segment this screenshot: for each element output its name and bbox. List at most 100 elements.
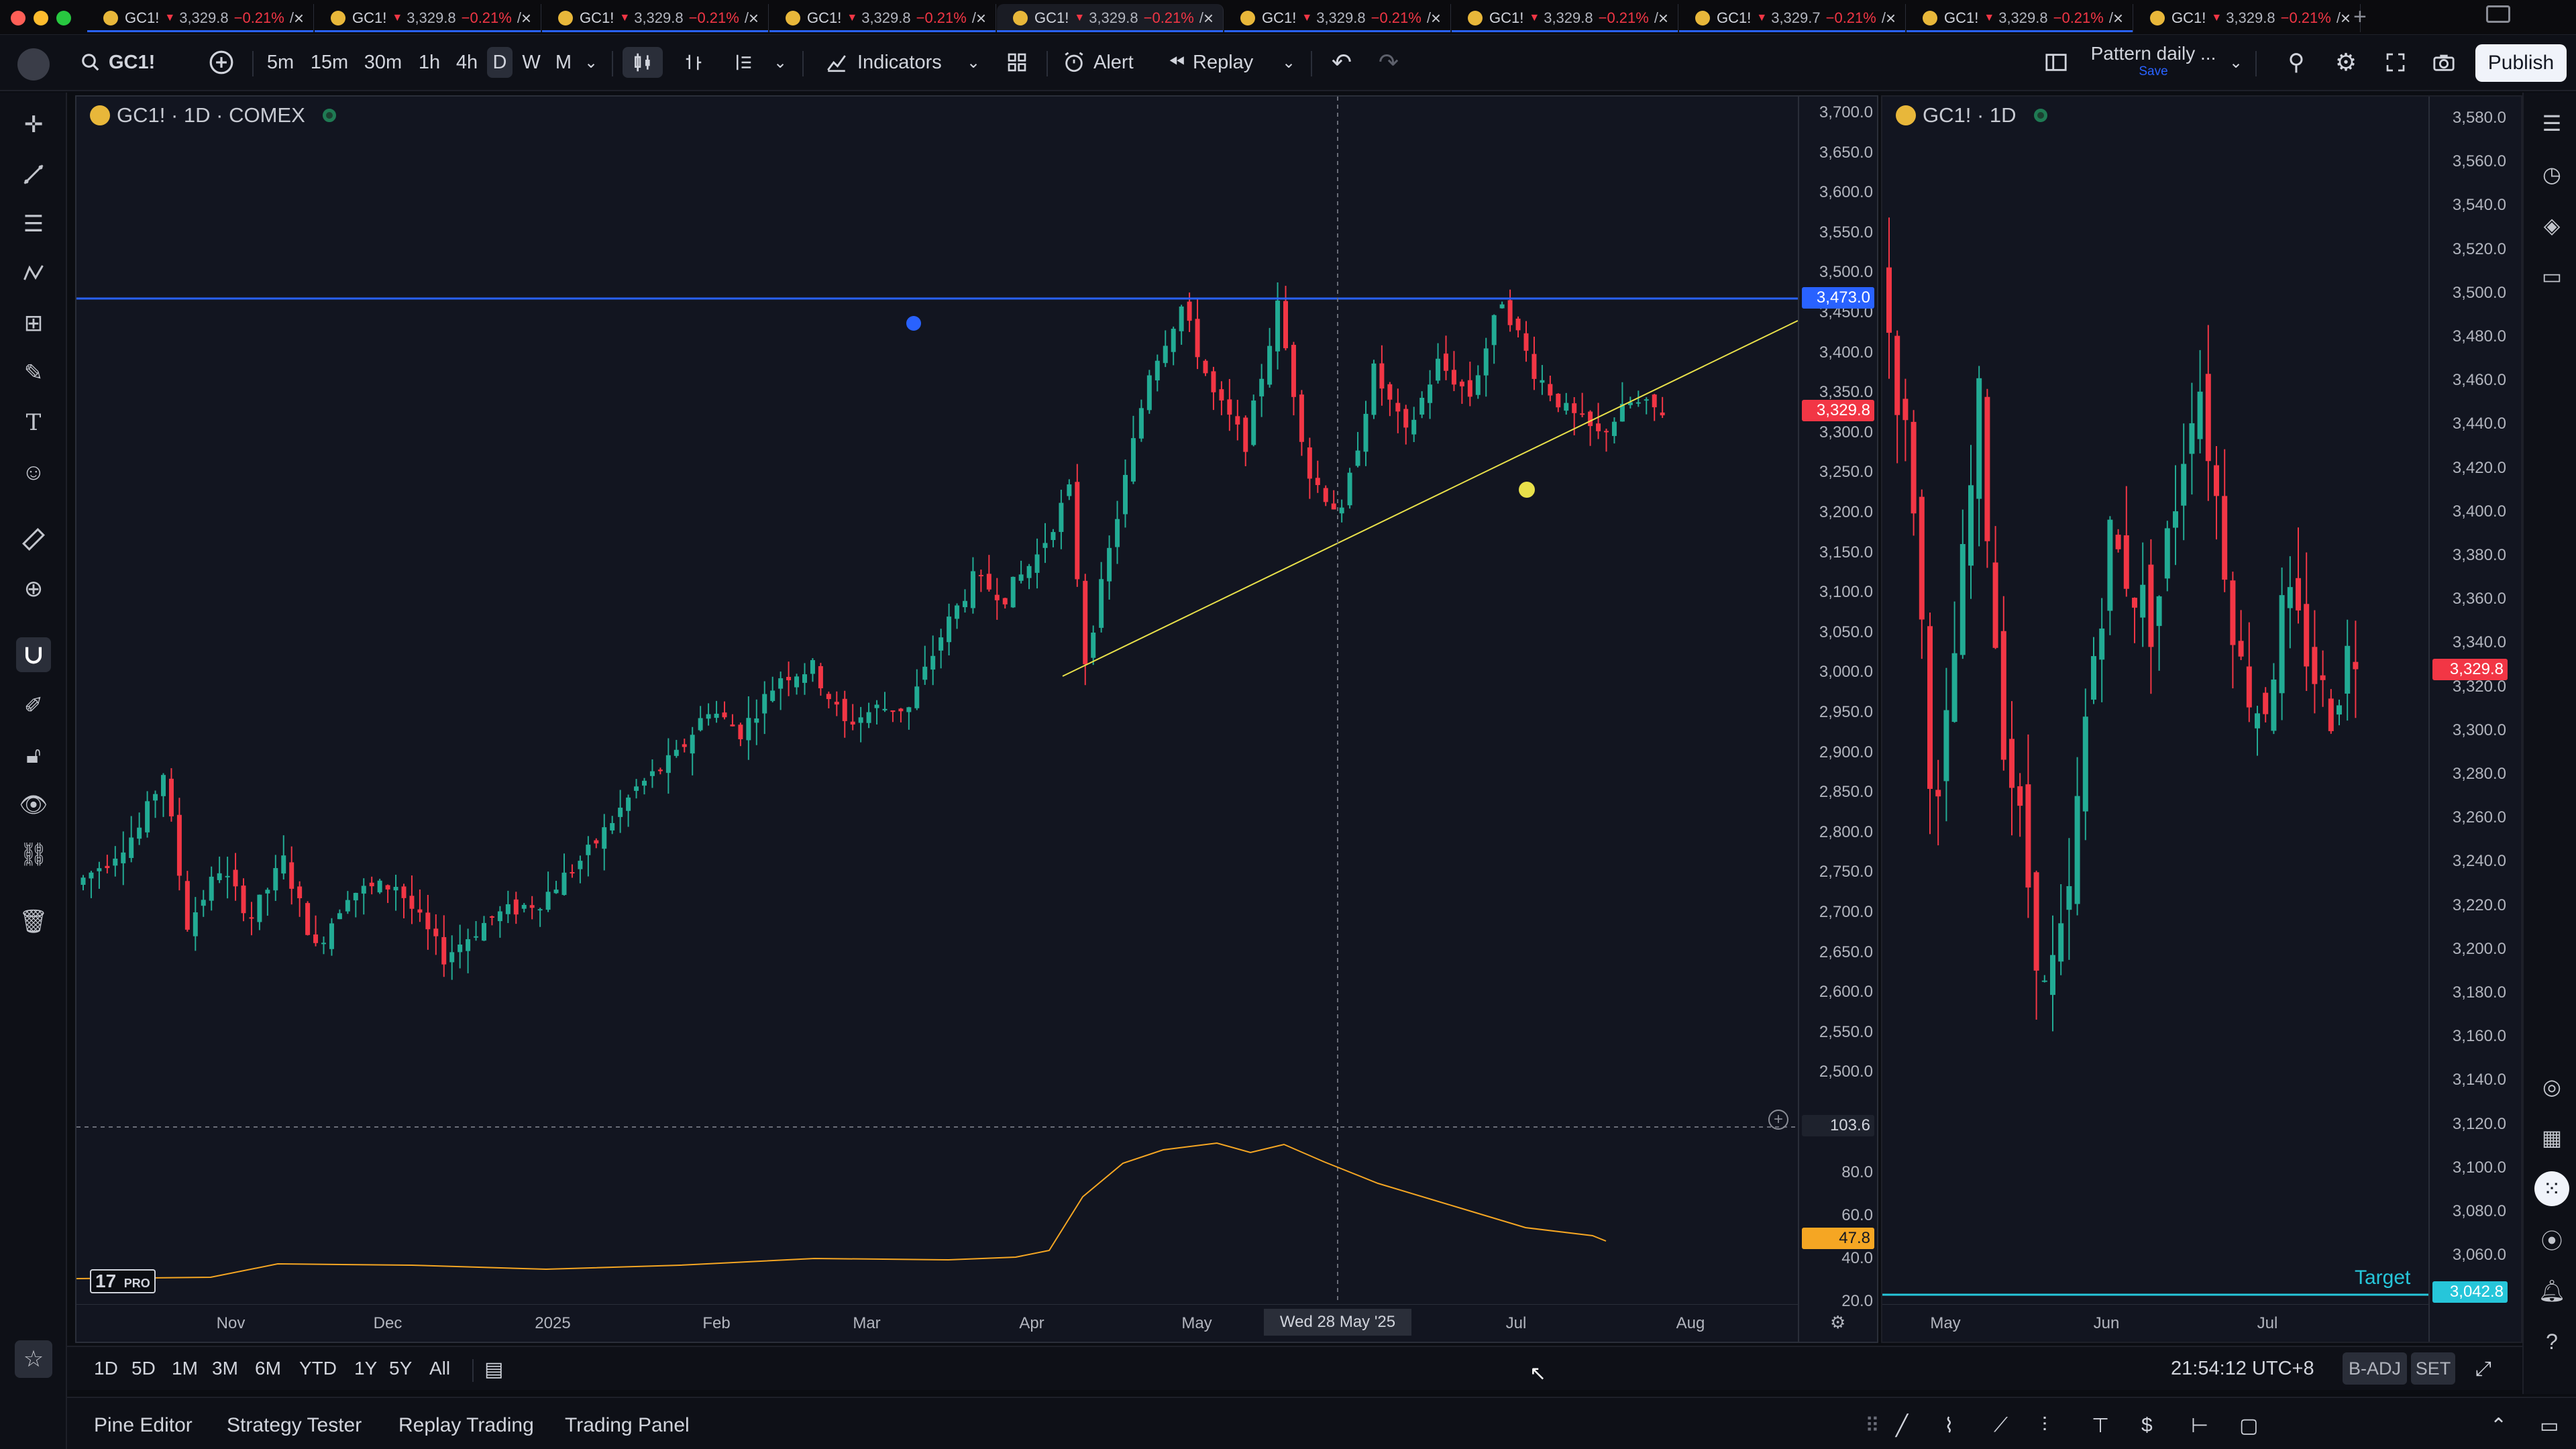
close-tab-icon[interactable]: × xyxy=(2112,8,2123,28)
crosshair-icon[interactable]: ✛ xyxy=(23,112,44,138)
pattern-icon[interactable] xyxy=(16,256,51,291)
interval-1m[interactable]: M xyxy=(555,51,572,73)
layout-chevron-icon[interactable]: ⌄ xyxy=(2229,53,2243,72)
minimize-window-button[interactable] xyxy=(34,11,48,25)
range-1m[interactable]: 1M xyxy=(172,1358,198,1379)
link-icon[interactable]: ⛓︎ xyxy=(19,842,48,867)
notifications-bell-icon[interactable]: 🔔︎ xyxy=(2538,1279,2566,1303)
maximize-panel-icon[interactable]: ▭ xyxy=(2540,1415,2559,1437)
replay-chevron-icon[interactable]: ⌄ xyxy=(1281,53,1296,72)
browser-tab[interactable]: GC1! ▼ 3,329.7 −0.21% / × xyxy=(1679,4,1906,32)
tab-trading-panel[interactable]: Trading Panel xyxy=(565,1414,690,1436)
expand-icon[interactable]: ⤢ xyxy=(2475,1358,2491,1380)
apps-grid-icon[interactable]: ⁙ xyxy=(2534,1171,2569,1206)
main-time-axis[interactable]: Nov Dec 2025 Feb Mar Apr May Wed 28 May '25 Jul A… xyxy=(76,1304,1798,1342)
secondary-chart-pane[interactable]: GC1! · 1D 3,580.0 3,560.0 3,540.0 3,520.0 3,… xyxy=(1881,95,2522,1343)
price-label-tool-icon[interactable]: $ xyxy=(2141,1414,2153,1436)
close-window-button[interactable] xyxy=(11,11,25,25)
ruler-icon[interactable] xyxy=(16,522,51,557)
chevron-up-icon[interactable]: ⌃ xyxy=(2490,1415,2508,1437)
main-price-axis[interactable]: 3,700.0 3,650.0 3,600.0 3,550.0 3,500.0 3,450… xyxy=(1798,97,1877,1342)
snapshot-button[interactable] xyxy=(2427,47,2461,78)
range-1y[interactable]: 1Y xyxy=(354,1358,378,1379)
lock-icon[interactable]: 🔓︎ xyxy=(25,742,42,768)
close-tab-icon[interactable]: × xyxy=(1203,8,1214,28)
trash-icon[interactable]: 🗑︎ xyxy=(19,909,48,934)
interval-1d[interactable]: D xyxy=(487,47,513,78)
note-tool-icon[interactable]: ⊤ xyxy=(2092,1415,2110,1437)
fullscreen-button[interactable] xyxy=(2379,47,2412,78)
publish-button[interactable]: Publish xyxy=(2475,44,2567,82)
candles-chart-type-button[interactable] xyxy=(623,47,663,78)
go-to-date-calendar-icon[interactable]: ▤ xyxy=(484,1358,504,1381)
chart-type-chevron-icon[interactable]: ⌄ xyxy=(773,53,788,72)
range-3m[interactable]: 3M xyxy=(212,1358,238,1379)
symbol-search-button[interactable]: GC1! xyxy=(80,47,161,78)
replay-button[interactable]: ⏪︎ Replay xyxy=(1169,47,1263,78)
help-icon[interactable]: ? xyxy=(2546,1329,2558,1354)
close-tab-icon[interactable]: × xyxy=(1430,8,1441,28)
brush-icon[interactable]: ✎ xyxy=(23,360,44,386)
new-tab-icon[interactable]: + xyxy=(2353,4,2367,30)
prediction-tools-icon[interactable]: ⊞ xyxy=(23,311,44,336)
close-tab-icon[interactable]: × xyxy=(1658,8,1668,28)
target-icon[interactable]: ◎ xyxy=(2542,1075,2561,1099)
back-adjust-toggle[interactable]: B-ADJ xyxy=(2343,1352,2407,1385)
gear-icon[interactable]: ⚙ xyxy=(2334,48,2357,76)
object-tree-layers-icon[interactable]: ◈ xyxy=(2543,213,2561,237)
browser-tab[interactable]: GC1! ▼ 3,329.8 −0.21% / × xyxy=(1224,4,1451,32)
browser-tab[interactable]: GC1! ▼ 3,329.8 −0.21% / × xyxy=(542,4,769,32)
watchlist-icon[interactable]: ☰ xyxy=(2542,111,2562,136)
layout-templates-button[interactable] xyxy=(1000,47,1034,78)
browser-tab[interactable]: GC1! ▼ 3,329.8 −0.21% / × xyxy=(997,4,1224,32)
interval-4h[interactable]: 4h xyxy=(455,51,478,73)
close-tab-icon[interactable]: × xyxy=(1885,8,1896,28)
redo-icon[interactable]: ↷ xyxy=(1378,48,1399,76)
range-all[interactable]: All xyxy=(429,1358,451,1379)
magnet-icon[interactable] xyxy=(16,637,51,672)
path-tool-icon[interactable]: ⌇ xyxy=(1944,1415,1954,1437)
browser-tab[interactable]: GC1! ▼ 3,329.8 −0.21% / × xyxy=(87,4,314,32)
close-tab-icon[interactable]: × xyxy=(975,8,986,28)
browser-tab[interactable]: GC1! ▼ 3,329.8 −0.21% / × xyxy=(1452,4,1678,32)
avatar[interactable] xyxy=(17,48,50,80)
close-tab-icon[interactable]: × xyxy=(2340,8,2351,28)
secondary-price-axis[interactable]: 3,580.0 3,560.0 3,540.0 3,520.0 3,500.0 3,480… xyxy=(2428,97,2521,1342)
settlement-toggle[interactable]: SET xyxy=(2411,1352,2455,1385)
main-chart-pane[interactable]: GC1! · 1D · COMEX 3,700.0 3,650.0 3,600.0 3… xyxy=(75,95,1878,1343)
compare-symbol-button[interactable] xyxy=(205,47,237,78)
indicators-button[interactable]: Indicators xyxy=(825,47,950,78)
text-tool-icon[interactable]: T xyxy=(25,409,42,436)
candle-tool-icon[interactable]: ⫶ xyxy=(2042,1414,2047,1436)
close-tab-icon[interactable]: × xyxy=(293,8,304,28)
calendar-icon[interactable]: ▦ xyxy=(2541,1126,2563,1150)
indicators-chevron-icon[interactable]: ⌄ xyxy=(966,53,981,72)
sidebar-toggle-icon[interactable] xyxy=(2486,5,2510,23)
range-ytd[interactable]: YTD xyxy=(299,1358,337,1379)
interval-30m[interactable]: 30m xyxy=(364,51,402,73)
interval-1h[interactable]: 1h xyxy=(418,51,441,73)
trend-line-icon[interactable] xyxy=(16,157,51,192)
watchlist-star-icon[interactable]: ☆ xyxy=(15,1340,52,1378)
line-chart-type-button[interactable] xyxy=(726,47,761,78)
interval-5m[interactable]: 5m xyxy=(266,51,294,73)
fib-retracement-icon[interactable]: ☰ xyxy=(23,211,44,237)
split-layout-button[interactable] xyxy=(2039,47,2073,78)
chat-icon[interactable]: ▭ xyxy=(2541,264,2563,288)
close-tab-icon[interactable]: × xyxy=(521,8,531,28)
range-5y[interactable]: 5Y xyxy=(389,1358,413,1379)
browser-tab[interactable]: GC1! ▼ 3,329.8 −0.21% / × xyxy=(315,4,541,32)
stay-in-drawing-mode-icon[interactable]: ✐ xyxy=(23,693,44,718)
trend-line-tool-icon[interactable]: ╱ xyxy=(1896,1415,1909,1437)
maximize-window-button[interactable] xyxy=(56,11,71,25)
interval-15m[interactable]: 15m xyxy=(310,51,349,73)
range-6m[interactable]: 6M xyxy=(255,1358,281,1379)
interval-1w[interactable]: W xyxy=(522,51,541,73)
date-range-tool-icon[interactable]: ⊢ xyxy=(2191,1415,2209,1437)
tab-replay-trading[interactable]: Replay Trading xyxy=(398,1414,534,1436)
bars-chart-type-button[interactable] xyxy=(676,47,711,78)
add-plus-icon[interactable]: + xyxy=(1768,1110,1788,1130)
polyline-tool-icon[interactable]: ⟋ xyxy=(1994,1414,2008,1436)
range-1d[interactable]: 1D xyxy=(94,1358,118,1379)
alert-button[interactable]: Alert xyxy=(1063,47,1150,78)
